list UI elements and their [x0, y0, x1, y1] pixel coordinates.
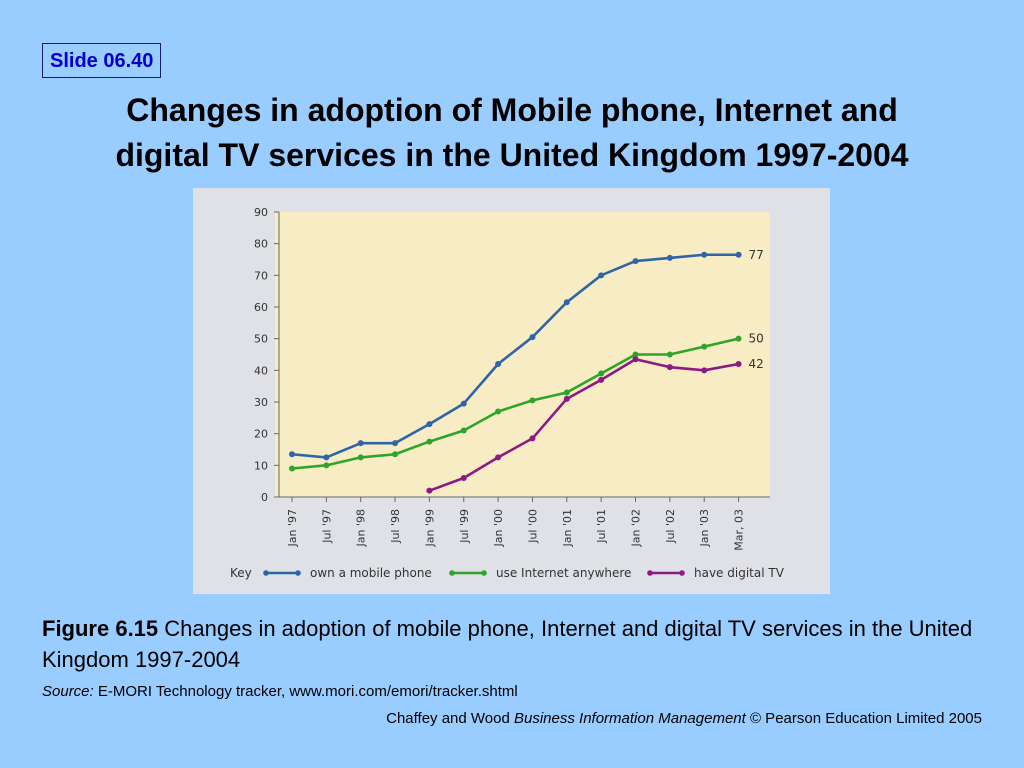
x-tick-label: Jan '01 — [561, 509, 574, 547]
x-tick-label: Jul '01 — [595, 509, 608, 544]
data-point — [529, 435, 536, 442]
x-tick-label: Jan '00 — [492, 509, 505, 547]
data-point — [701, 367, 708, 374]
data-point — [495, 361, 502, 367]
x-tick-label: Jul '02 — [664, 509, 677, 544]
y-tick-label: 90 — [254, 206, 268, 219]
data-point — [460, 400, 467, 407]
x-tick-label: Jul '00 — [526, 509, 539, 544]
data-point — [632, 356, 639, 363]
y-tick-label: 40 — [254, 364, 268, 377]
slide-number: Slide 06.40 — [42, 43, 162, 78]
data-point — [495, 408, 502, 415]
y-tick-label: 70 — [254, 269, 268, 282]
x-tick-label: Jan '98 — [355, 509, 368, 547]
data-point — [460, 475, 467, 481]
data-point — [666, 254, 673, 261]
y-tick-label: 20 — [254, 428, 268, 441]
series-lines: 77 50 42 — [289, 248, 764, 494]
data-point — [357, 454, 364, 461]
legend-swatch-point — [263, 570, 269, 576]
data-point — [701, 251, 708, 258]
credit-line: Chaffey and Wood Business Information Ma… — [386, 710, 982, 727]
data-point — [666, 364, 673, 371]
x-tick-label: Jan '02 — [630, 509, 643, 547]
x-tick-label: Jan '03 — [698, 509, 711, 547]
chart-container: 0 10 20 30 40 50 60 70 80 90 Jan '97 Jul '97 Jan '98… — [193, 188, 830, 594]
data-point — [598, 370, 605, 377]
data-point — [426, 438, 433, 445]
axes: 0 10 20 30 40 50 60 70 80 90 Jan '97 Jul '97 Jan '98… — [254, 206, 770, 551]
series-line — [428, 357, 740, 492]
figure-caption-text: Changes in adoption of mobile phone, Int… — [42, 616, 973, 672]
data-point — [289, 451, 295, 458]
legend-entry-label: own a mobile phone — [310, 566, 432, 580]
source-text: E-MORI Technology tracker, www.mori.com/… — [93, 683, 518, 700]
data-point — [632, 351, 639, 358]
slide-title-line-2: digital TV services in the United Kingdo… — [115, 137, 909, 173]
series-end-label: 50 — [749, 332, 764, 346]
x-tick-label: Jan '97 — [286, 509, 299, 547]
data-point — [735, 361, 742, 367]
data-point — [563, 389, 570, 396]
y-tick-label: 50 — [254, 333, 268, 346]
legend-entry-label: use Internet anywhere — [496, 566, 631, 580]
slide-title: Changes in adoption of Mobile phone, Int… — [0, 88, 1024, 178]
data-point — [460, 427, 467, 434]
y-tick-label: 0 — [261, 491, 268, 504]
data-point — [563, 395, 570, 402]
credit-authors: Chaffey and Wood — [386, 710, 514, 727]
slide-title-line-1: Changes in adoption of Mobile phone, Int… — [126, 92, 898, 128]
source-line: Source: E-MORI Technology tracker, www.m… — [42, 683, 518, 700]
data-point — [495, 454, 502, 461]
data-point — [529, 334, 536, 341]
x-tick-label: Jul '97 — [320, 509, 333, 544]
data-point — [426, 421, 433, 428]
credit-book: Business Information Management — [514, 710, 746, 727]
legend-entry-label: have digital TV — [694, 566, 785, 580]
legend-swatch-point — [449, 570, 455, 576]
figure-label: Figure 6.15 — [42, 616, 159, 641]
plot-area — [275, 212, 770, 498]
series-line — [290, 337, 740, 470]
data-point — [563, 299, 570, 306]
credit-rights: © Pearson Education Limited 2005 — [745, 710, 982, 727]
y-tick-label: 80 — [254, 238, 268, 251]
x-tick-label: Jul '98 — [389, 509, 402, 544]
data-point — [392, 440, 399, 447]
data-point — [598, 376, 605, 383]
data-point — [426, 487, 433, 494]
series-end-label: 42 — [749, 357, 764, 371]
data-point — [701, 343, 708, 350]
data-point — [529, 397, 536, 404]
data-point — [323, 454, 330, 461]
series-end-label: 77 — [749, 248, 764, 262]
series-line — [290, 253, 740, 459]
y-tick-label: 30 — [254, 396, 268, 409]
data-point — [735, 335, 742, 342]
data-point — [357, 440, 364, 447]
data-point — [666, 351, 673, 358]
y-tick-label: 10 — [254, 459, 268, 472]
legend: Key own a mobile phone use Internet anywhe… — [230, 566, 785, 580]
data-point — [289, 465, 295, 472]
legend-swatch-point — [295, 570, 301, 576]
data-point — [598, 272, 605, 279]
legend-key-label: Key — [230, 566, 252, 580]
source-label: Source: — [42, 683, 94, 700]
legend-swatch-point — [481, 570, 487, 576]
legend-swatch-point — [647, 570, 653, 576]
data-point — [323, 462, 330, 469]
x-tick-label: Jan '99 — [423, 509, 436, 547]
line-chart: 0 10 20 30 40 50 60 70 80 90 Jan '97 Jul '97 Jan '98… — [230, 206, 785, 580]
x-tick-label: Jul '99 — [458, 509, 471, 544]
figure-caption: Figure 6.15 Changes in adoption of mobil… — [42, 613, 992, 675]
y-tick-label: 60 — [254, 301, 268, 314]
data-point — [735, 251, 742, 258]
x-tick-label: Mar, 03 — [733, 509, 746, 551]
data-point — [632, 258, 639, 265]
legend-swatch-point — [679, 570, 685, 576]
data-point — [392, 451, 399, 458]
